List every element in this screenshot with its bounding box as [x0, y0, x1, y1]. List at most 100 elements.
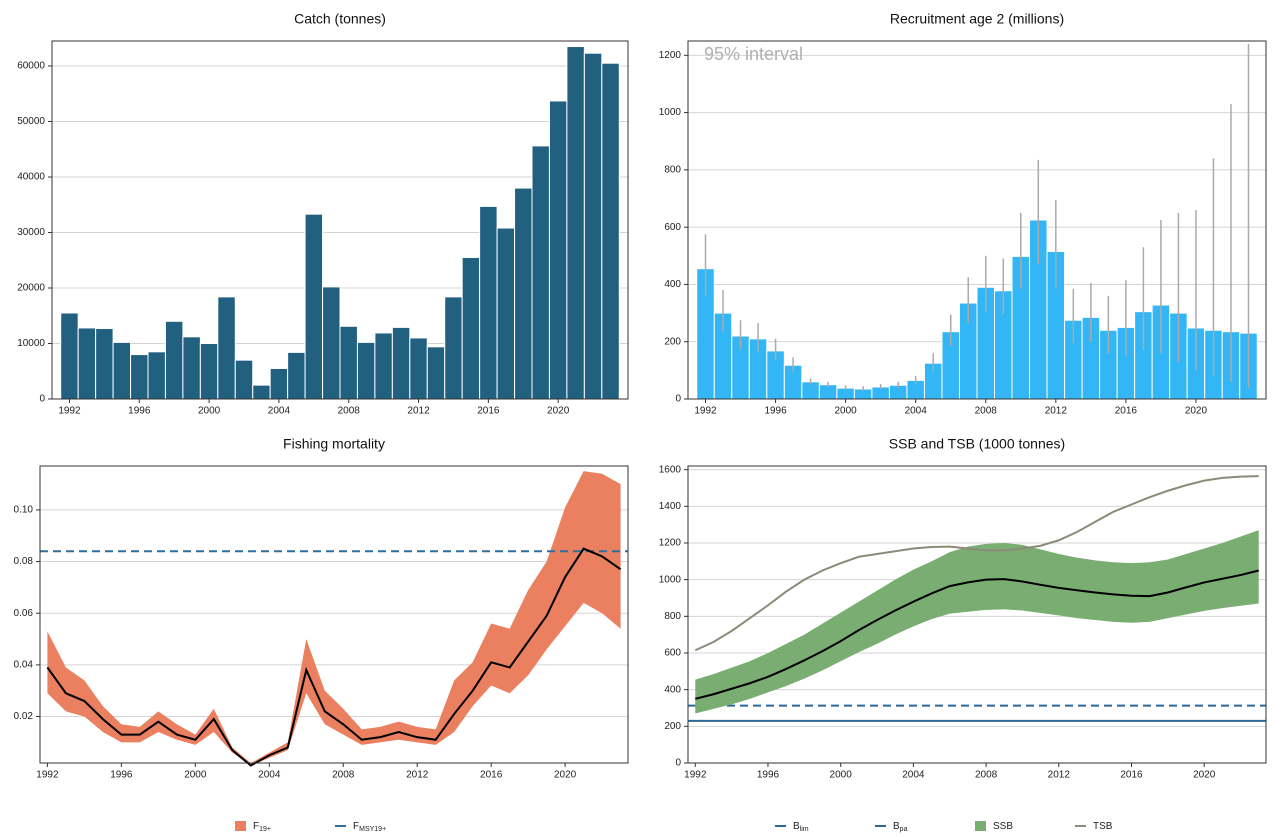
- x-tick-label: 2008: [975, 770, 998, 781]
- bar: [287, 351, 306, 400]
- plot-frame: [687, 40, 1267, 400]
- y-tick-label: 20000: [17, 283, 45, 294]
- y-tick-label: 0.10: [14, 505, 34, 516]
- y-tick-label: 10000: [17, 338, 45, 349]
- legend-name: TSB: [1093, 821, 1113, 832]
- y-tick-label: 0.04: [14, 660, 34, 671]
- legend-subscript: lim: [800, 826, 809, 833]
- legend-label: TSB: [1093, 821, 1113, 832]
- bar: [77, 327, 97, 400]
- bar: [60, 312, 79, 400]
- line: [695, 569, 1259, 700]
- bar: [217, 296, 236, 400]
- y-tick-label: 800: [664, 611, 681, 622]
- legend-name: F: [253, 821, 259, 832]
- bar: [391, 326, 411, 400]
- y-tick-label: 0: [675, 394, 681, 405]
- plot-frame: [51, 40, 629, 400]
- legend-label: F19+: [253, 821, 271, 833]
- y-tick-label: 200: [664, 721, 681, 732]
- y-tick-label: 0.06: [14, 608, 34, 619]
- annotation: 95% interval: [704, 44, 803, 64]
- x-tick-label: 2012: [1048, 770, 1071, 781]
- x-tick-label: 2004: [905, 406, 928, 417]
- bar: [130, 354, 149, 400]
- line: [694, 475, 1259, 652]
- y-tick-label: 1200: [659, 50, 682, 61]
- y-tick-label: 200: [664, 336, 681, 347]
- y-tick-label: 1000: [659, 574, 682, 585]
- legend-name: B: [793, 821, 800, 832]
- bar: [112, 341, 132, 400]
- y-tick-label: 800: [664, 165, 681, 176]
- legend-name: B: [893, 821, 900, 832]
- bar: [566, 46, 585, 400]
- x-tick-label: 2020: [1193, 770, 1216, 781]
- x-tick-label: 2016: [480, 770, 503, 781]
- legend-label: Bpa: [893, 821, 908, 833]
- x-tick-label: 2008: [975, 406, 998, 417]
- x-tick-label: 2016: [1115, 406, 1138, 417]
- legend-label: FMSY19+: [353, 821, 386, 833]
- x-tick-label: 2004: [902, 770, 925, 781]
- x-tick-label: 1992: [684, 770, 707, 781]
- bar: [95, 328, 114, 400]
- chart-title: Recruitment age 2 (millions): [890, 11, 1064, 27]
- bar: [234, 359, 254, 400]
- x-tick-label: 2000: [198, 406, 221, 417]
- bar: [164, 320, 184, 400]
- x-tick-label: 1992: [58, 406, 81, 417]
- bar: [479, 205, 498, 400]
- y-tick-label: 1200: [659, 538, 682, 549]
- x-tick-label: 1992: [694, 406, 717, 417]
- bar: [269, 367, 289, 400]
- y-tick-label: 40000: [17, 172, 45, 183]
- bar: [322, 286, 341, 400]
- bar: [531, 145, 550, 400]
- x-tick-label: 2004: [268, 406, 291, 417]
- y-tick-label: 400: [664, 279, 681, 290]
- x-tick-label: 1996: [757, 770, 780, 781]
- bar: [182, 336, 201, 400]
- bar: [444, 296, 463, 400]
- x-tick-label: 2020: [554, 770, 577, 781]
- legend-symbol: [235, 821, 246, 831]
- y-tick-label: 30000: [17, 227, 45, 238]
- y-tick-label: 0: [675, 758, 681, 769]
- legend-subscript: MSY19+: [359, 826, 386, 833]
- legend-name: SSB: [993, 821, 1013, 832]
- plot-frame: [39, 465, 629, 764]
- bar: [252, 384, 271, 400]
- x-tick-label: 2012: [406, 770, 429, 781]
- legend-subscript: pa: [900, 826, 908, 833]
- x-tick-label: 2012: [1045, 406, 1068, 417]
- bar: [304, 213, 324, 400]
- x-tick-label: 2008: [338, 406, 361, 417]
- bar: [461, 256, 481, 400]
- x-tick-label: 2020: [1185, 406, 1208, 417]
- y-tick-label: 50000: [17, 116, 45, 127]
- y-tick-label: 1000: [659, 107, 682, 118]
- confidence-band: [47, 471, 621, 766]
- y-tick-label: 600: [664, 222, 681, 233]
- x-tick-label: 2000: [184, 770, 207, 781]
- bar: [339, 325, 358, 400]
- x-tick-label: 2016: [477, 406, 500, 417]
- bar: [199, 342, 219, 400]
- bar: [548, 100, 568, 400]
- x-tick-label: 1996: [110, 770, 133, 781]
- y-tick-label: 600: [664, 648, 681, 659]
- bar: [514, 187, 533, 400]
- x-tick-label: 1996: [128, 406, 151, 417]
- plot-frame: [687, 465, 1267, 764]
- bar: [409, 337, 428, 400]
- legend-subscript: 19+: [259, 826, 271, 833]
- chart-title: Fishing mortality: [283, 436, 385, 452]
- x-tick-label: 2004: [258, 770, 281, 781]
- y-tick-label: 1400: [659, 501, 682, 512]
- x-tick-label: 2016: [1120, 770, 1143, 781]
- bar: [147, 351, 166, 400]
- x-tick-label: 1992: [36, 770, 59, 781]
